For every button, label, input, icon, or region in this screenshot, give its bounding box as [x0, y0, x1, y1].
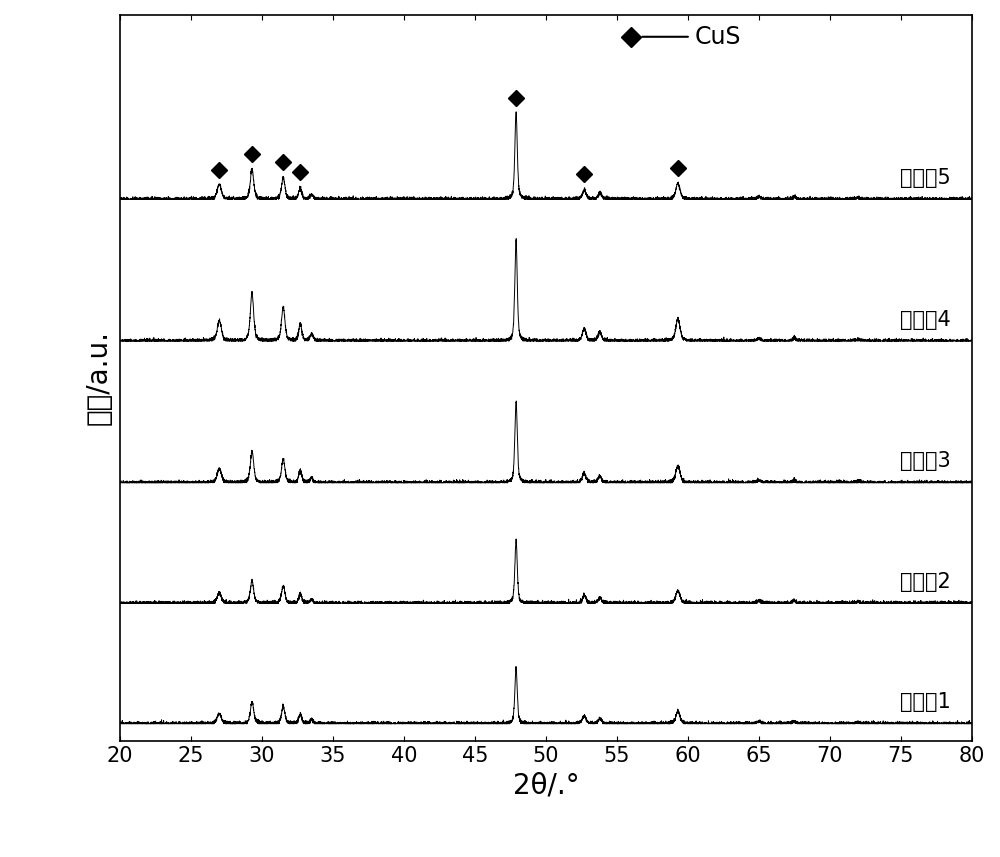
Text: CuS: CuS: [695, 25, 741, 49]
Text: 实施入1: 实施入1: [900, 692, 951, 712]
Text: 实施入4: 实施入4: [900, 309, 951, 330]
X-axis label: 2θ/.°: 2θ/.°: [513, 771, 579, 799]
Text: 实施入3: 实施入3: [900, 452, 951, 471]
Text: 实施入5: 实施入5: [900, 168, 951, 188]
Text: 实施入2: 实施入2: [900, 572, 951, 592]
Y-axis label: 強度/a.u.: 強度/a.u.: [85, 330, 113, 425]
